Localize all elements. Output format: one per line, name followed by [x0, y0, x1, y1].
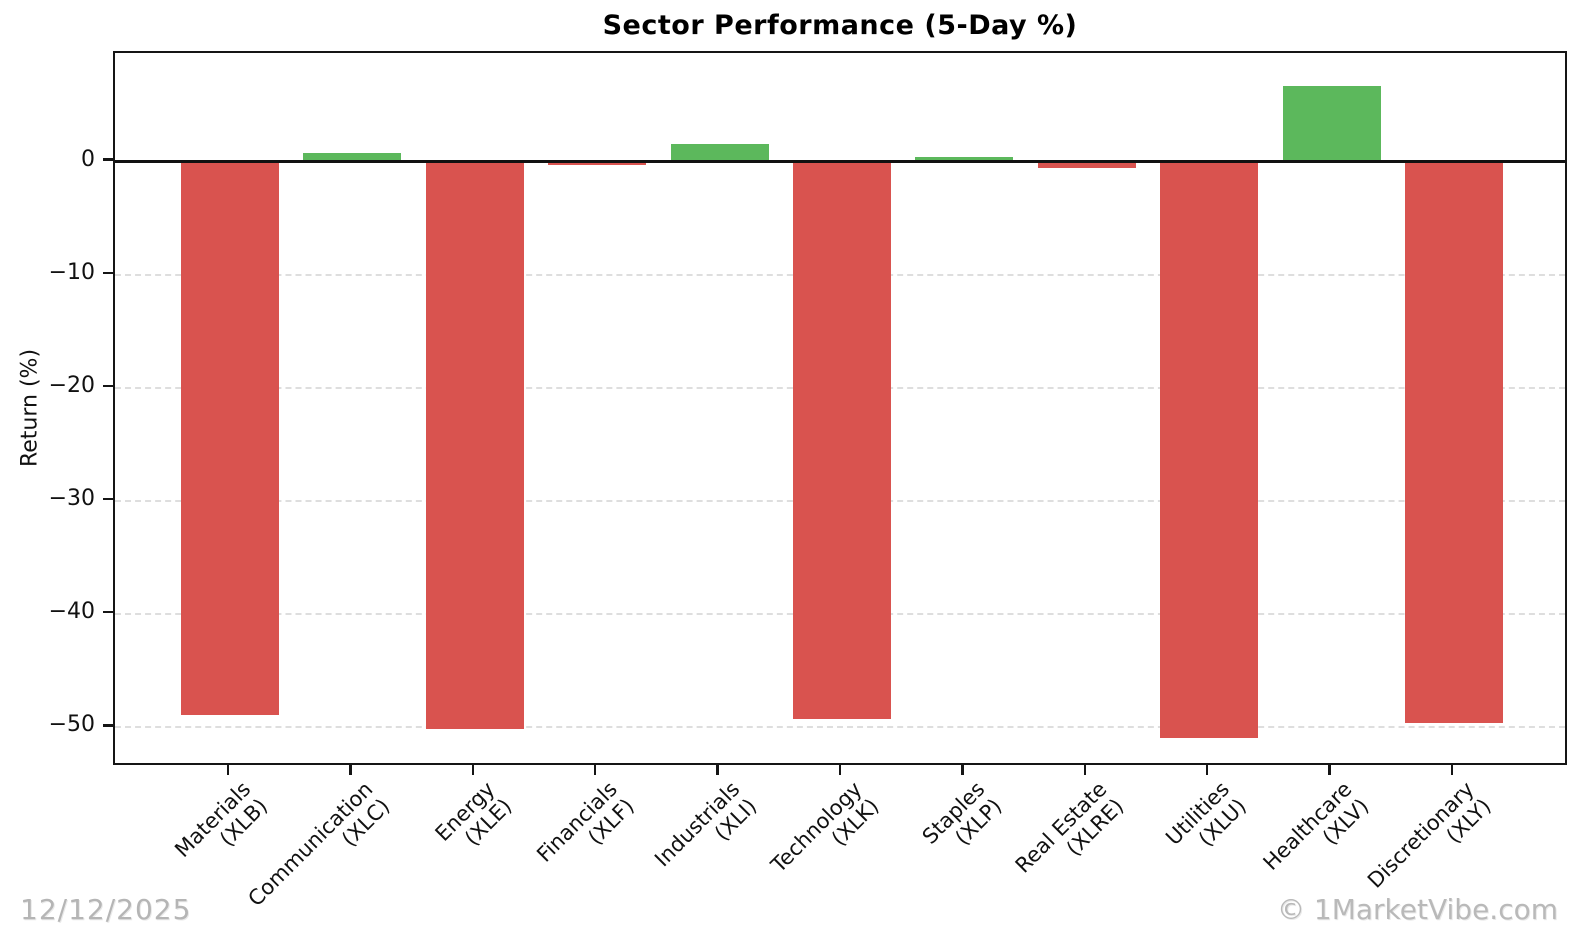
- x-tick-mark: [838, 765, 842, 775]
- x-tick-mark: [226, 765, 230, 775]
- chart-title: Sector Performance (5-Day %): [602, 10, 1078, 41]
- plot-area: [113, 51, 1567, 765]
- x-tick-label-xli: Industrials (XLI): [650, 777, 762, 889]
- y-tick-label: −20: [48, 372, 95, 398]
- x-tick-mark: [1205, 765, 1209, 775]
- y-tick-label: 0: [81, 146, 95, 172]
- y-tick-mark: [103, 724, 113, 727]
- x-tick-mark: [1328, 765, 1331, 775]
- y-tick-mark: [103, 271, 113, 274]
- x-tick-mark: [1083, 765, 1086, 775]
- y-tick-label: −10: [48, 259, 95, 285]
- gridline-y-50: [115, 726, 1565, 729]
- bar-xlb: [181, 161, 279, 715]
- bar-xle: [425, 161, 524, 729]
- x-tick-mark: [594, 765, 597, 775]
- y-tick-mark: [103, 158, 113, 161]
- x-tick-label-xlu: Utilities (XLU): [1161, 777, 1251, 867]
- x-tick-label-xlp: Staples (XLP): [918, 777, 1007, 866]
- bar-xlf: [548, 161, 647, 166]
- y-tick-label: −40: [48, 599, 95, 625]
- watermark: © 1MarketVibe.com: [1277, 893, 1558, 926]
- x-tick-label-xle: Energy (XLE): [431, 777, 517, 863]
- x-tick-mark: [349, 765, 352, 775]
- bar-xlre: [1037, 161, 1136, 169]
- y-tick-label: −50: [48, 712, 95, 738]
- bar-xlp: [915, 157, 1014, 162]
- bar-xlv: [1282, 85, 1381, 162]
- zero-baseline: [115, 160, 1565, 163]
- bar-xlc: [303, 152, 402, 162]
- date-label: 12/12/2025: [20, 893, 192, 926]
- bar-xly: [1404, 161, 1503, 723]
- x-tick-mark: [1450, 765, 1454, 775]
- x-tick-label-xlv: Healthcare (XLV): [1259, 777, 1374, 892]
- y-tick-mark: [103, 611, 113, 614]
- x-tick-mark: [961, 765, 964, 775]
- x-tick-label-xlf: Financials (XLF): [532, 777, 639, 884]
- x-tick-mark: [716, 765, 719, 775]
- y-tick-mark: [103, 384, 113, 388]
- x-tick-label-xlk: Technology (XLK): [767, 777, 884, 894]
- bar-xlu: [1160, 161, 1259, 738]
- y-axis-label: Return (%): [17, 348, 43, 468]
- bar-xli: [670, 143, 769, 162]
- x-tick-label-xlre: Real Estate (XLRE): [1011, 777, 1129, 895]
- x-tick-mark: [471, 765, 475, 775]
- y-tick-label: −30: [48, 486, 95, 512]
- bar-xlk: [793, 161, 891, 720]
- x-tick-label-xly: Discretionary (XLY): [1363, 777, 1496, 910]
- y-tick-mark: [103, 497, 113, 501]
- x-tick-label-xlc: Communication (XLC): [243, 777, 394, 928]
- x-tick-label-xlb: Materials (XLB): [170, 777, 272, 879]
